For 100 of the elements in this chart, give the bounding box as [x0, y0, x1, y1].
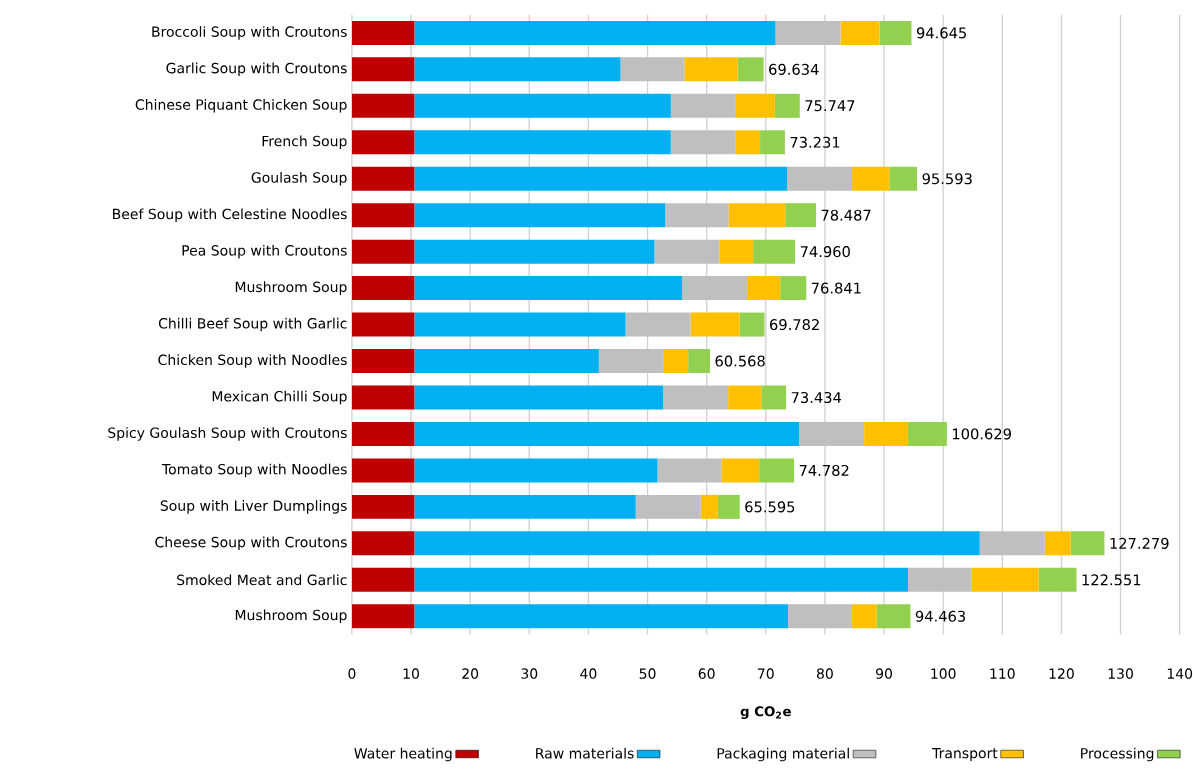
legend-label: Packaging material [717, 747, 849, 762]
bar [351, 130, 415, 155]
bar [351, 239, 415, 264]
bar [979, 531, 1045, 556]
bar [761, 385, 787, 410]
total-label: 74.960 [800, 245, 850, 257]
y-tick-label: Mushroom Soup [235, 609, 347, 623]
bar [684, 57, 738, 82]
total-label: 69.782 [770, 318, 819, 330]
x-tick-label: 20 [462, 668, 479, 679]
bar [785, 202, 816, 227]
bar [735, 130, 761, 155]
bar [700, 494, 718, 519]
x-tick-label: 100 [931, 668, 956, 679]
bar [799, 421, 865, 446]
x-tick-label: 50 [639, 668, 656, 679]
total-label: 69.634 [769, 63, 819, 75]
bar [657, 458, 722, 483]
bar [688, 348, 711, 373]
bar [351, 604, 415, 629]
legend-label: Water heating [354, 747, 452, 762]
bar [351, 458, 415, 483]
bar [654, 239, 720, 264]
bar [774, 93, 800, 118]
y-tick-label: Spicy Goulash Soup with Croutons [108, 426, 347, 441]
bar [864, 421, 908, 446]
bar [351, 567, 415, 592]
bar [414, 130, 671, 155]
x-tick-label: 30 [521, 668, 538, 679]
bar [620, 57, 685, 82]
bar [663, 348, 689, 373]
legend-label: Processing [1081, 747, 1154, 762]
bar [414, 93, 671, 118]
bar [414, 385, 664, 410]
bar [682, 275, 748, 300]
bar [625, 312, 691, 337]
x-tick-label: 140 [1167, 668, 1193, 679]
y-tick-label: Smoked Meat and Garlic [177, 574, 347, 585]
total-label: 75.747 [805, 100, 855, 112]
bar [414, 312, 626, 337]
y-tick-label: Chinese Piquant Chicken Soup [135, 98, 347, 113]
bar [670, 130, 736, 155]
bar [971, 567, 1039, 592]
x-tick-label: 130 [1108, 668, 1133, 679]
y-tick-label: Garlic Soup with Croutons [166, 62, 347, 76]
x-tick-label: 0 [348, 668, 356, 679]
y-tick-label: Cheese Soup with Croutons [155, 536, 347, 550]
bar [414, 239, 655, 264]
bar [414, 567, 908, 592]
bar [414, 348, 599, 373]
total-label: 94.463 [915, 610, 966, 622]
y-tick-label: Chilli Beef Soup with Garlic [158, 317, 347, 332]
bar [351, 348, 415, 373]
bar [670, 93, 736, 118]
bar [775, 20, 841, 45]
bar [879, 20, 912, 45]
x-tick-label: 90 [876, 668, 892, 679]
y-tick-label: Beef Soup with Celestine Noodles [113, 208, 347, 222]
total-label: 73.231 [790, 136, 840, 148]
bar [851, 604, 877, 629]
x-tick-label: 110 [990, 668, 1015, 679]
bar [1044, 531, 1071, 556]
x-tick-label: 70 [758, 668, 774, 679]
bar [351, 57, 415, 82]
legend-label: Raw materials [536, 747, 634, 759]
bar [351, 494, 415, 519]
total-label: 78.487 [821, 209, 871, 221]
bar [780, 275, 807, 300]
total-label: 95.593 [922, 172, 972, 185]
total-label: 122.551 [1082, 574, 1141, 586]
bar [351, 166, 415, 191]
bar [788, 604, 852, 629]
bar [414, 202, 666, 227]
total-label: 60.568 [715, 355, 765, 367]
x-axis-title: g CO$_{2}$e [740, 706, 791, 719]
y-tick-label: Mushroom Soup [235, 281, 347, 295]
y-tick-label: Mexican Chilli Soup [212, 390, 347, 405]
total-label: 74.782 [799, 464, 849, 476]
total-label: 65.595 [745, 501, 795, 513]
bar [414, 604, 789, 629]
bar [760, 130, 785, 155]
bar [759, 458, 795, 483]
bar [414, 275, 683, 300]
bar [747, 275, 781, 300]
bar [739, 312, 765, 337]
bar [665, 202, 729, 227]
legend-label: Transport [932, 747, 998, 761]
bar [414, 20, 776, 45]
bar [876, 604, 911, 629]
bar [907, 567, 972, 592]
bar [753, 239, 796, 264]
bar [351, 385, 415, 410]
bar [414, 494, 636, 519]
total-label: 73.434 [791, 391, 842, 403]
bar [351, 421, 415, 446]
bar [351, 202, 415, 227]
bar [735, 93, 775, 118]
bar [598, 348, 664, 373]
bar [414, 57, 621, 82]
y-tick-label: Chicken Soup with Noodles [158, 354, 347, 368]
